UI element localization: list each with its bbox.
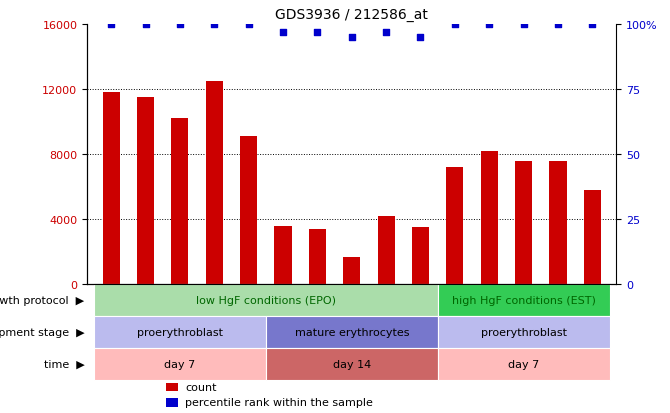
Bar (446, 168, 464, 285)
Bar (166, 399, 178, 406)
Title: GDS3936 / 212586_at: GDS3936 / 212586_at (275, 8, 428, 22)
Point (140, 21, 151, 28)
Bar (166, 383, 178, 392)
Text: time  ▶: time ▶ (44, 359, 84, 369)
Bar (480, 152, 498, 285)
Text: high HgF conditions (EST): high HgF conditions (EST) (452, 296, 596, 306)
Bar (438, 285, 610, 316)
Point (106, 21, 117, 28)
Text: development stage  ▶: development stage ▶ (0, 328, 84, 337)
Text: day 14: day 14 (332, 359, 371, 369)
Text: growth protocol  ▶: growth protocol ▶ (0, 296, 84, 306)
Bar (343, 257, 360, 285)
Point (243, 21, 254, 28)
Point (553, 21, 563, 28)
Point (346, 34, 357, 41)
Text: low HgF conditions (EPO): low HgF conditions (EPO) (196, 296, 336, 306)
Bar (377, 216, 395, 285)
Bar (103, 93, 120, 285)
Point (450, 21, 460, 28)
Point (518, 21, 529, 28)
Text: percentile rank within the sample: percentile rank within the sample (185, 398, 373, 408)
Bar (266, 316, 438, 348)
Bar (94, 285, 438, 316)
Point (587, 21, 598, 28)
Point (277, 29, 288, 36)
Bar (94, 316, 266, 348)
Point (381, 29, 391, 36)
Bar (584, 190, 601, 285)
Point (209, 21, 220, 28)
Bar (206, 82, 223, 285)
Bar (275, 226, 291, 285)
Bar (412, 228, 429, 285)
Bar (438, 348, 610, 380)
Bar (240, 137, 257, 285)
Text: day 7: day 7 (164, 359, 196, 369)
Bar (549, 161, 567, 285)
Text: proerythroblast: proerythroblast (137, 328, 223, 337)
Bar (137, 98, 154, 285)
Point (415, 34, 426, 41)
Text: day 7: day 7 (508, 359, 539, 369)
Bar (438, 316, 610, 348)
Bar (266, 348, 438, 380)
Point (312, 29, 323, 36)
Text: mature erythrocytes: mature erythrocytes (295, 328, 409, 337)
Text: proerythroblast: proerythroblast (480, 328, 567, 337)
Bar (515, 161, 532, 285)
Point (484, 21, 494, 28)
Bar (309, 230, 326, 285)
Bar (94, 348, 266, 380)
Text: count: count (185, 382, 216, 392)
Bar (172, 119, 188, 285)
Point (175, 21, 186, 28)
